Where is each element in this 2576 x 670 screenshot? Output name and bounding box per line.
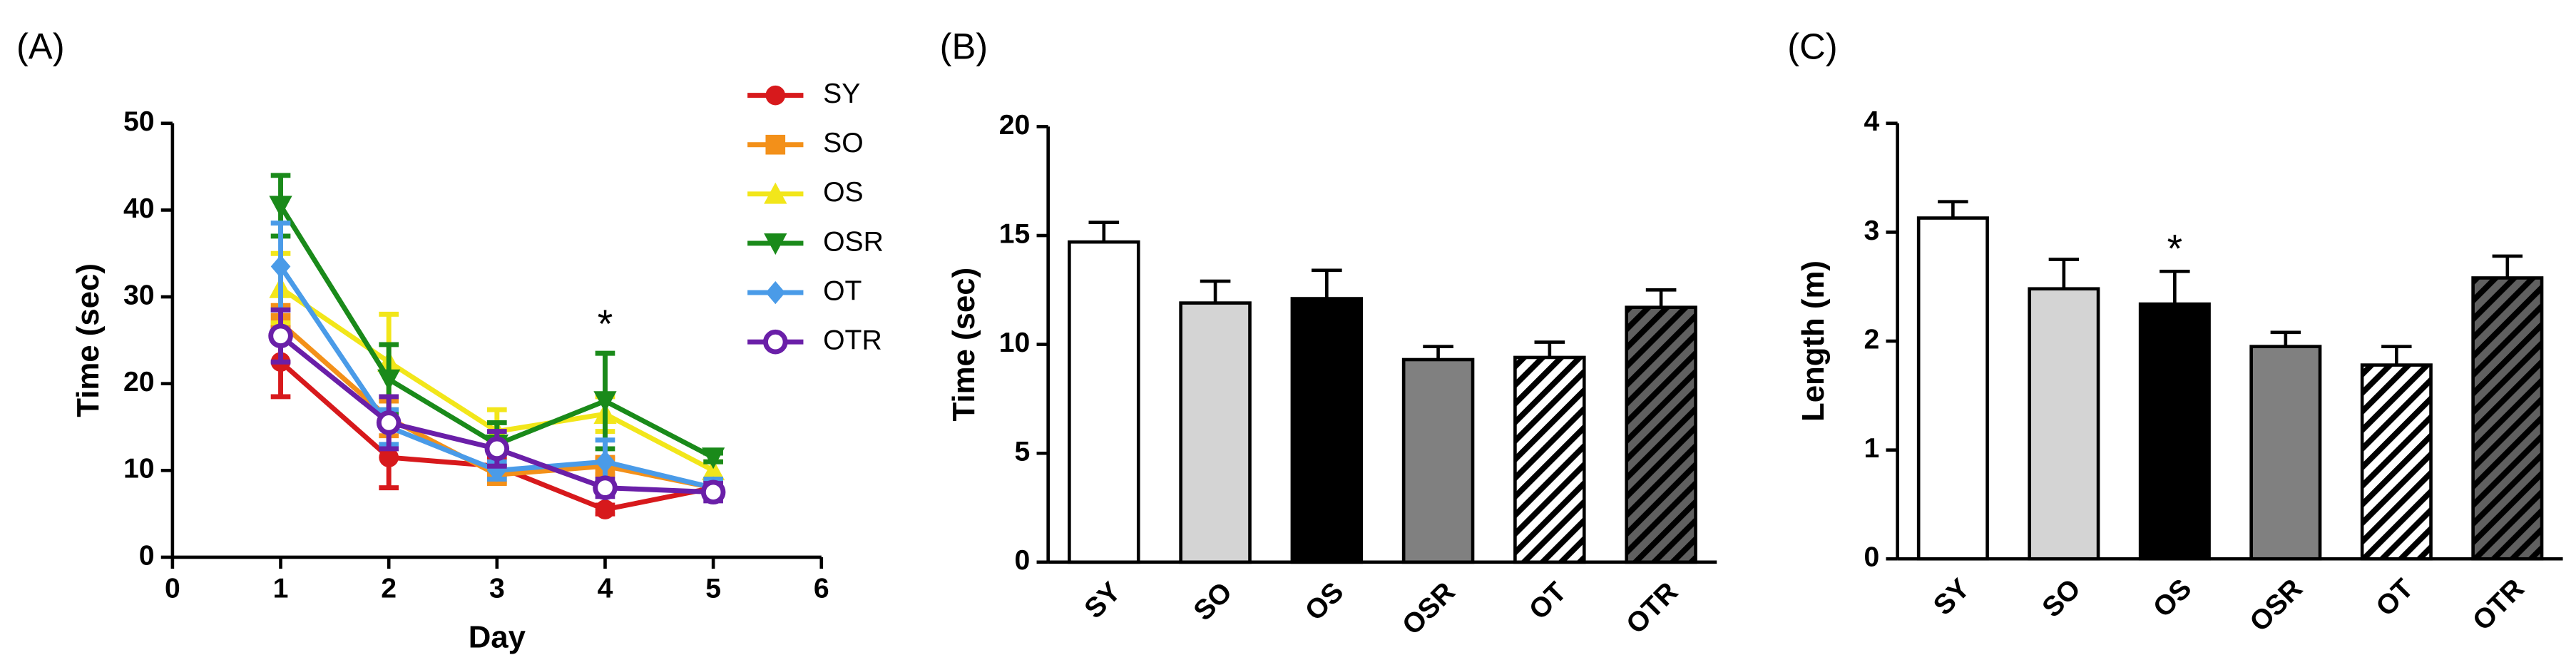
marker [270,255,291,278]
bar [2249,345,2322,561]
legend-label: SO [823,128,864,158]
y-axis-title: Time (sec) [946,268,981,422]
x-tick-label: OS [2147,573,2197,623]
x-tick-label: 2 [381,573,397,604]
bar [1068,240,1140,564]
bar [1179,301,1252,564]
marker [764,182,787,204]
x-tick-label: SO [2037,573,2087,623]
x-tick-label: 6 [814,573,829,604]
x-axis-title: Day [469,620,526,655]
y-tick-label: 5 [1015,437,1031,467]
x-tick-label: OSR [2244,573,2309,637]
marker [593,475,618,500]
x-tick-label: 1 [273,573,289,604]
y-tick-label: 50 [123,106,155,137]
x-tick-label: SY [1079,577,1127,624]
legend-label: SY [823,78,860,109]
bar [1513,355,1586,564]
y-tick-label: 15 [999,218,1031,249]
legend-label: OSR [823,226,884,257]
panel-label: (B) [940,26,988,67]
y-tick-label: 2 [1864,324,1880,355]
y-axis-title: Time (sec) [71,263,106,417]
x-tick-label: SO [1188,577,1238,626]
x-tick-label: OS [1299,577,1349,626]
annotation: * [598,302,613,346]
bar [1290,297,1364,564]
annotation: * [2167,226,2183,270]
x-tick-label: OSR [1396,577,1461,641]
y-tick-label: 10 [999,328,1031,358]
x-tick-label: OTR [2467,573,2530,636]
y-tick-label: 10 [123,454,155,484]
bar [2471,276,2544,561]
x-tick-label: OT [2371,573,2420,622]
panel-label: (C) [1787,26,1837,67]
marker [269,196,292,218]
x-tick-label: 4 [598,573,613,604]
marker [765,134,786,155]
y-tick-label: 0 [1864,542,1880,573]
marker [765,280,786,305]
marker [765,85,786,106]
bar [1401,357,1475,564]
x-tick-label: 0 [165,573,180,604]
marker [377,369,401,391]
y-tick-label: 3 [1864,215,1880,246]
marker [376,410,402,435]
legend-label: OT [823,275,862,306]
marker [593,391,617,413]
marker [702,459,725,481]
bar [2360,363,2433,561]
legend-label: OTR [823,325,882,356]
x-tick-label: OT [1523,577,1573,626]
marker [702,447,725,469]
y-tick-label: 30 [123,280,155,310]
x-tick-label: SY [1928,573,1976,621]
bar [1916,216,1989,561]
y-tick-label: 20 [123,367,155,397]
legend-label: OS [823,177,864,208]
y-tick-label: 20 [999,110,1031,141]
y-tick-label: 0 [1015,545,1031,576]
marker [484,436,510,462]
bar [2028,287,2100,561]
x-tick-label: 5 [705,573,721,604]
bar [2138,302,2211,561]
marker [379,447,399,467]
y-tick-label: 40 [123,193,155,224]
bar [1625,305,1697,564]
marker [268,323,293,349]
x-tick-label: 3 [489,573,505,604]
y-tick-label: 0 [139,540,155,571]
marker [595,450,615,474]
marker [700,479,726,504]
y-tick-label: 1 [1864,433,1880,464]
marker [763,329,788,355]
marker [764,233,787,255]
x-tick-label: OTR [1620,577,1684,640]
panel-label: (A) [16,26,65,67]
y-tick-label: 4 [1864,106,1880,137]
y-axis-title: Length (m) [1796,260,1831,422]
marker [595,499,615,519]
